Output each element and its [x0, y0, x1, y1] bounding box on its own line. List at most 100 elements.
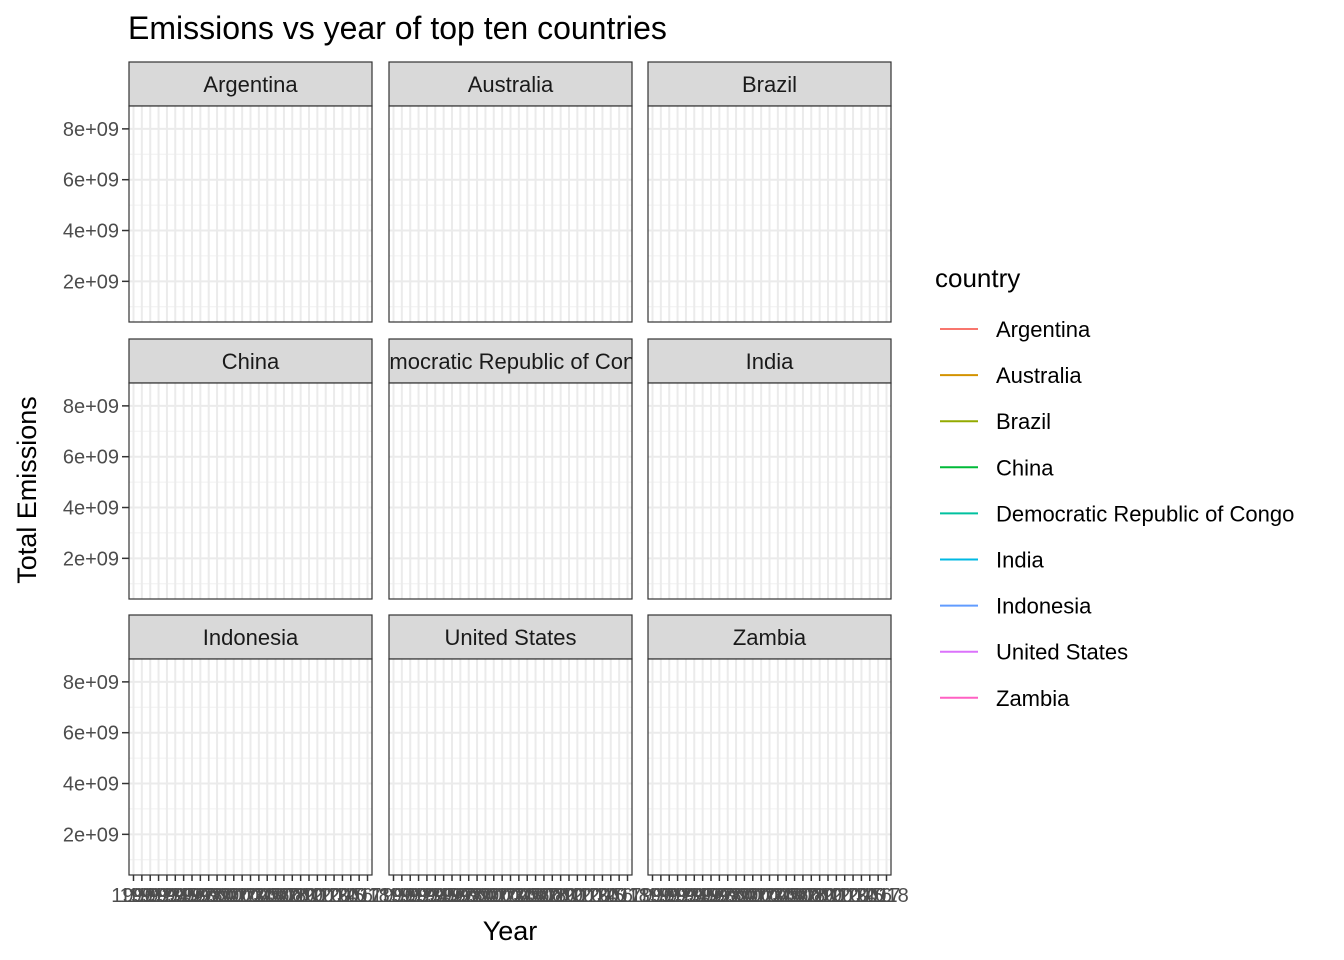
- x-tick-label: 2018: [864, 885, 909, 907]
- y-tick-label: 8e+09: [63, 396, 119, 418]
- facet-panel: Australia: [388, 61, 633, 323]
- legend-item: Argentina: [940, 317, 1091, 342]
- x-tick-label: 2005: [497, 885, 542, 907]
- facet-strip: [647, 61, 892, 107]
- facet-strip-label: Argentina: [203, 72, 298, 97]
- x-tick-label: 2008: [781, 885, 826, 907]
- legend-label: Indonesia: [996, 594, 1092, 619]
- facet-panel: Brazil: [647, 61, 892, 323]
- x-tick-label: 2014: [312, 885, 357, 907]
- x-tick-label: 2003: [480, 885, 525, 907]
- legend-item: Australia: [940, 363, 1082, 388]
- facet-strip: [388, 338, 633, 384]
- legend-item: United States: [940, 640, 1128, 665]
- x-tick-label: 1997: [689, 885, 734, 907]
- x-tick-label: 1993: [136, 885, 181, 907]
- facet-strip-label: Zambia: [733, 625, 807, 650]
- facet-border: [647, 105, 892, 323]
- x-tick-label: 2010: [797, 885, 842, 907]
- x-tick-label: 2007: [253, 885, 298, 907]
- x-tick-label: 1994: [405, 885, 450, 907]
- facet-strip: [388, 614, 633, 660]
- legend-label: United States: [996, 640, 1128, 665]
- x-tick-label: 1995: [153, 885, 198, 907]
- facet-panel: United States: [388, 614, 633, 876]
- x-tick-label: 2017: [856, 885, 901, 907]
- x-tick-label: 1994: [145, 885, 190, 907]
- y-tick-label: 2e+09: [63, 548, 119, 570]
- facet-panel: Democratic Republic of Congo: [388, 338, 633, 600]
- x-tick-label: 1996: [680, 885, 725, 907]
- x-tick-label: 2004: [747, 885, 792, 907]
- x-tick-label: 2009: [789, 885, 834, 907]
- x-tick-label: 1999: [705, 885, 750, 907]
- legend-label: Argentina: [996, 317, 1091, 342]
- y-tick-label: 8e+09: [63, 672, 119, 694]
- x-tick-label: 2018: [605, 885, 650, 907]
- x-tick-label: 1992: [388, 885, 433, 907]
- y-tick-label: 6e+09: [63, 170, 119, 192]
- x-tick-label: 2001: [722, 885, 767, 907]
- x-tick-label: 2009: [530, 885, 575, 907]
- x-tick-label: 2005: [756, 885, 801, 907]
- x-tick-label: 1990: [111, 885, 156, 907]
- legend-label: Brazil: [996, 409, 1051, 434]
- x-tick-label: 2016: [848, 885, 893, 907]
- facet-panels: Argentina 2e+09 4e+09 6e+09 8e+09 Australia Br…: [63, 61, 892, 876]
- x-tick-label: 2003: [220, 885, 265, 907]
- x-tick-label: 2006: [764, 885, 809, 907]
- legend-label: Zambia: [996, 686, 1070, 711]
- facet-strip-label: China: [222, 349, 280, 374]
- x-tick-label: 1998: [438, 885, 483, 907]
- y-axis-label: Total Emissions: [12, 396, 42, 584]
- x-tick-label: 1991: [120, 885, 165, 907]
- facet-strip-label: Indonesia: [203, 625, 299, 650]
- facet-panel: India: [647, 338, 892, 600]
- x-tick-label: 2008: [522, 885, 567, 907]
- x-tick-label: 1996: [421, 885, 466, 907]
- facet-panel: China 2e+09 4e+09 6e+09 8e+09: [63, 338, 373, 600]
- x-tick-label: 2014: [831, 885, 876, 907]
- x-tick-label: 2009: [270, 885, 315, 907]
- x-tick-label: 2008: [262, 885, 307, 907]
- x-tick-label: 2000: [455, 885, 500, 907]
- x-tick-label: 1991: [380, 885, 425, 907]
- facet-strip: [647, 338, 892, 384]
- facet-strip: [647, 614, 892, 660]
- x-tick-label: 2001: [463, 885, 508, 907]
- x-tick-label: 1998: [178, 885, 223, 907]
- facet-panel: Indonesia 2e+09 4e+09 6e+09 8e+09: [63, 614, 373, 876]
- x-tick-label: 2016: [329, 885, 374, 907]
- x-tick-label: 2007: [513, 885, 558, 907]
- facet-border: [128, 382, 373, 600]
- x-tick-label: 2015: [580, 885, 625, 907]
- chart-title: Emissions vs year of top ten countries: [128, 10, 667, 46]
- legend-title: country: [935, 263, 1020, 293]
- x-tick-label: 2016: [589, 885, 634, 907]
- legend-item: Zambia: [940, 686, 1070, 711]
- x-tick-label: 2011: [806, 885, 849, 907]
- x-tick-label: 2005: [237, 885, 282, 907]
- facet-strip-label: Brazil: [742, 72, 797, 97]
- y-tick-label: 2e+09: [63, 271, 119, 293]
- x-tick-label: 2002: [731, 885, 776, 907]
- x-axis-ticks: 1990199119921993199419951996199719981999…: [111, 875, 909, 907]
- x-tick-label: 1992: [647, 885, 692, 907]
- legend-item: China: [940, 455, 1054, 480]
- y-tick-label: 6e+09: [63, 723, 119, 745]
- facet-strip: [388, 61, 633, 107]
- x-tick-label: 1990: [371, 885, 416, 907]
- x-tick-label: 2012: [555, 885, 600, 907]
- x-tick-label: 1999: [446, 885, 491, 907]
- x-tick-label: 1994: [664, 885, 709, 907]
- facet-border: [388, 382, 633, 600]
- facet-strip-label: United States: [444, 625, 576, 650]
- y-tick-label: 4e+09: [63, 498, 119, 520]
- y-tick-label: 6e+09: [63, 447, 119, 469]
- facet-strip-label: Australia: [468, 72, 554, 97]
- facet-strip: [128, 614, 373, 660]
- y-tick-label: 8e+09: [63, 119, 119, 141]
- legend-label: Australia: [996, 363, 1082, 388]
- x-tick-label: 2012: [295, 885, 340, 907]
